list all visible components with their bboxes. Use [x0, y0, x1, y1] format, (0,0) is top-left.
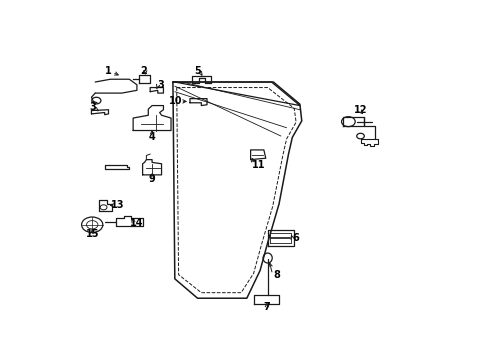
Text: 12: 12	[353, 105, 366, 115]
Text: 14: 14	[130, 219, 143, 228]
Text: 3: 3	[89, 102, 96, 112]
Text: 13: 13	[111, 201, 124, 210]
Text: 1: 1	[105, 66, 112, 76]
Text: 3: 3	[157, 80, 163, 90]
Text: 4: 4	[148, 132, 155, 143]
Text: 8: 8	[273, 270, 280, 280]
Text: 9: 9	[148, 174, 155, 184]
Text: 7: 7	[263, 302, 270, 312]
Text: 2: 2	[140, 66, 146, 76]
Text: 15: 15	[85, 229, 99, 239]
Text: 11: 11	[251, 160, 264, 170]
Text: 10: 10	[168, 96, 182, 107]
Text: 5: 5	[194, 66, 201, 76]
Text: 6: 6	[291, 233, 298, 243]
